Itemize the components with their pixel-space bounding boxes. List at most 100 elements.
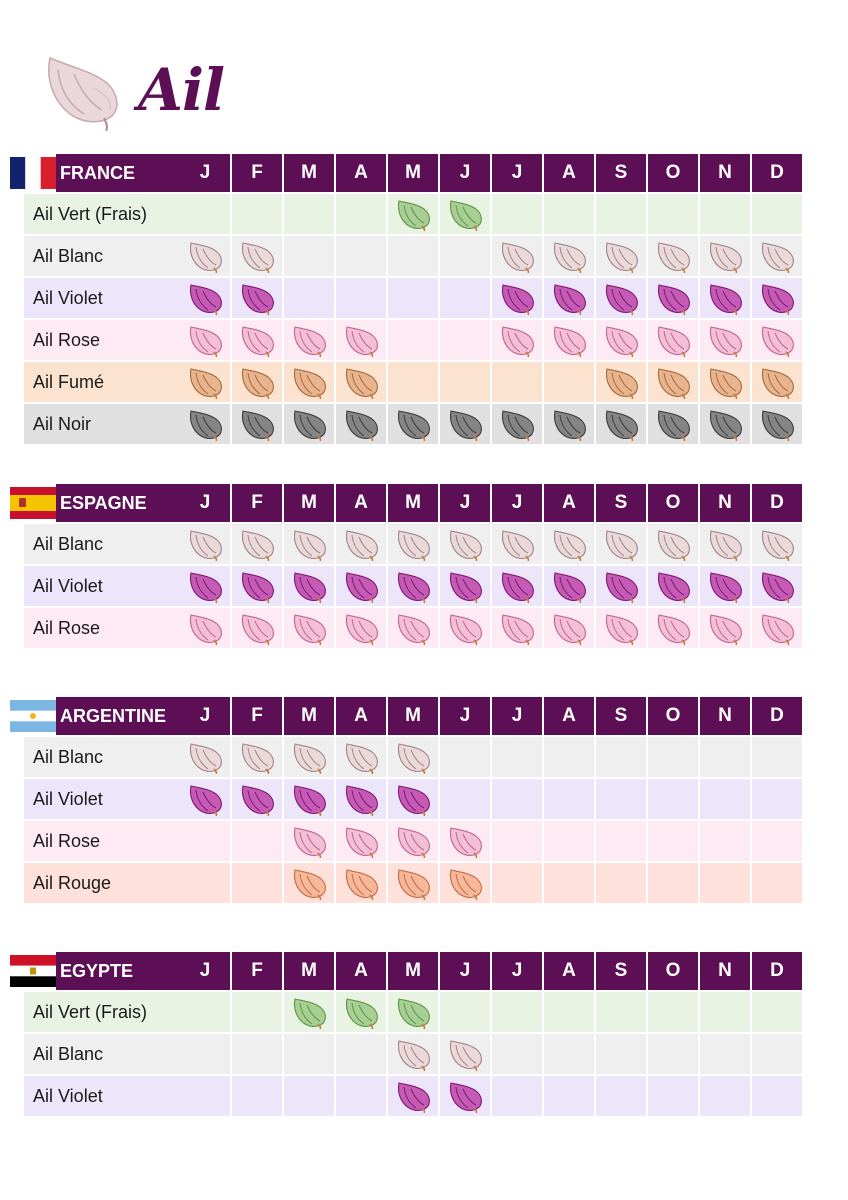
month-cell [284,737,334,777]
garlic-icon [447,407,483,441]
month-cell [336,779,386,819]
month-cell [180,362,230,402]
variety-label: Ail Rouge [24,863,180,903]
month-cell [596,992,646,1032]
garlic-icon [291,782,327,816]
month-cell [700,992,750,1032]
page-header: Ail [44,48,225,132]
garlic-icon [707,323,743,357]
garlic-icon [551,611,587,645]
month-cell [180,1076,230,1116]
garlic-icon [707,611,743,645]
month-cell [492,1034,542,1074]
month-cell [596,821,646,861]
spain-flag-icon [10,487,56,519]
month-cell [544,320,594,360]
country-name: EGYPTE [56,952,180,990]
garlic-logo-icon [48,56,118,132]
month-cell [284,524,334,564]
table-row: Ail Rose [10,608,806,648]
month-header: M [388,697,438,735]
month-cell [648,608,698,648]
month-cell [232,821,282,861]
table-header: ARGENTINE J F M A M J J A S O N D [10,697,806,735]
month-cell [544,1076,594,1116]
garlic-icon [395,1037,431,1071]
garlic-icon [395,740,431,774]
garlic-icon [447,1079,483,1113]
page-title: Ail [138,56,225,124]
month-cell [388,863,438,903]
month-header: S [596,154,646,192]
garlic-icon [395,824,431,858]
month-cell [752,566,802,606]
month-cell [752,404,802,444]
garlic-icon [239,365,275,399]
month-cell [284,863,334,903]
garlic-icon [395,569,431,603]
month-cell [440,236,490,276]
month-cell [700,194,750,234]
garlic-icon [655,365,691,399]
garlic-icon [343,995,379,1029]
garlic-icon [499,569,535,603]
month-header: S [596,952,646,990]
garlic-icon [551,527,587,561]
month-cell [700,236,750,276]
garlic-icon [395,197,431,231]
garlic-icon [395,866,431,900]
month-cell [648,1034,698,1074]
month-cell [180,737,230,777]
variety-label: Ail Rose [24,320,180,360]
variety-label: Ail Violet [24,278,180,318]
month-cell [700,362,750,402]
month-cell [596,404,646,444]
garlic-icon [343,824,379,858]
month-cell [388,1034,438,1074]
garlic-icon [655,323,691,357]
month-cell [336,992,386,1032]
variety-label: Ail Violet [24,1076,180,1116]
garlic-icon [707,527,743,561]
egypt-flag-icon [10,955,56,987]
variety-label: Ail Violet [24,566,180,606]
month-cell [492,779,542,819]
month-cell [648,194,698,234]
month-cell [544,404,594,444]
month-cell [596,236,646,276]
month-cell [440,404,490,444]
garlic-icon [759,527,795,561]
month-header: J [180,697,230,735]
variety-label: Ail Blanc [24,524,180,564]
month-cell [752,524,802,564]
table-row: Ail Rouge [10,863,806,903]
month-cell [700,608,750,648]
month-header: A [336,697,386,735]
month-cell [440,608,490,648]
garlic-icon [291,407,327,441]
garlic-icon [343,569,379,603]
garlic-icon [395,782,431,816]
france-flag-icon [10,157,56,189]
variety-label: Ail Blanc [24,737,180,777]
month-cell [388,566,438,606]
month-cell [544,236,594,276]
month-cell [752,320,802,360]
garlic-icon [239,281,275,315]
month-cell [232,524,282,564]
month-cell [596,320,646,360]
garlic-icon [343,866,379,900]
month-header: D [752,484,802,522]
month-cell [180,608,230,648]
month-cell [492,236,542,276]
month-cell [544,362,594,402]
month-cell [180,236,230,276]
month-cell [180,566,230,606]
month-cell [336,320,386,360]
month-header: D [752,952,802,990]
garlic-icon [187,740,223,774]
garlic-icon [239,407,275,441]
month-cell [648,1076,698,1116]
garlic-icon [447,527,483,561]
month-header: J [492,484,542,522]
